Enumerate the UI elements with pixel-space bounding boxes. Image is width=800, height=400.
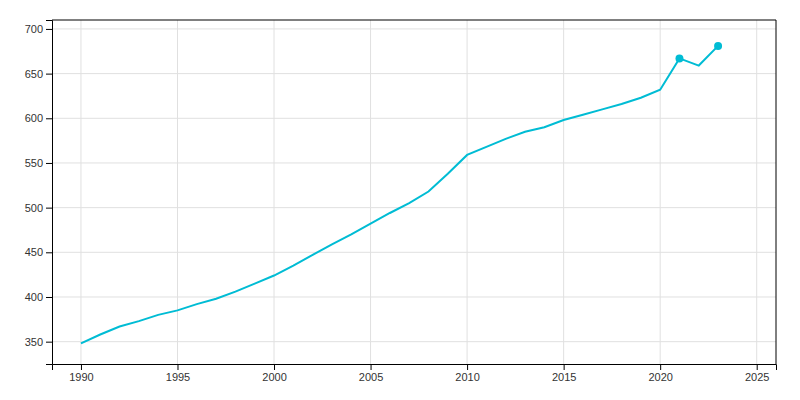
x-tick-mark [274,364,275,370]
y-tick-label: 400 [25,291,43,303]
line [81,46,718,344]
y-axis: 350 400 450 500 550 600 650 700 [25,21,53,365]
y-tick-mark [46,163,52,164]
x-tick-label: 1995 [166,371,190,383]
grid-line-x [660,20,661,364]
y-tick: 350 [25,336,52,348]
x-axis: 1990 1995 2000 2005 2010 2015 2020 2025 [53,364,777,383]
grid-line-y [52,118,776,119]
x-tick-mark [177,364,178,370]
x-tick-mark [467,364,468,370]
y-tick: 400 [25,291,52,303]
y-tick-mark [46,118,52,119]
frame-right [776,20,777,364]
x-tick-label: 2025 [745,371,769,383]
x-tick: 2000 [262,364,286,383]
frame-top [52,20,776,21]
y-tick-mark [46,74,52,75]
y-tick-label: 550 [25,157,43,169]
y-tick-label: 350 [25,336,43,348]
y-tick-mark [46,252,52,253]
grid-line-x [274,20,275,364]
marks [81,42,722,344]
y-tick-mark [46,342,52,343]
x-tick-label: 2015 [552,371,576,383]
y-tick: 600 [25,112,52,124]
grid-line-x [80,20,81,364]
y-tick-mark [46,208,52,209]
grid [52,20,776,364]
grid-line-y [52,73,776,74]
grid-line-x [563,20,564,364]
x-tick: 2020 [648,364,672,383]
x-tick-label: 2005 [359,371,383,383]
grid-line-y [52,162,776,163]
grid-line-y [52,207,776,208]
grid-line-y [52,252,776,253]
grid-line-x [370,20,371,364]
x-tick-mark [371,364,372,370]
y-tick: 450 [25,246,52,258]
y-tick-label: 600 [25,112,43,124]
x-tick: 2025 [745,364,769,383]
y-tick-mark [46,29,52,30]
x-tick: 1990 [69,364,93,383]
grid-line-x [467,20,468,364]
y-tick: 650 [25,68,52,80]
grid-line-x [177,20,178,364]
x-tick-mark [564,364,565,370]
x-tick: 2005 [359,364,383,383]
y-tick: 550 [25,157,52,169]
y-tick-label: 450 [25,246,43,258]
x-tick-label: 2020 [648,371,672,383]
grid-line-y [52,341,776,342]
marker [714,42,722,50]
x-tick: 1995 [166,364,190,383]
y-tick-label: 700 [25,23,43,35]
grid-line-y [52,296,776,297]
x-axis-line [53,365,777,371]
chart: 1990 1995 2000 2005 2010 2015 2020 2025 350 400 45… [0,0,800,400]
y-tick-mark [46,297,52,298]
x-tick: 2015 [552,364,576,383]
y-axis-line [46,21,53,365]
marker [675,54,683,62]
y-tick: 700 [25,23,52,35]
x-tick-mark [757,364,758,370]
x-tick-label: 2010 [455,371,479,383]
x-tick-mark [81,364,82,370]
x-tick-mark [660,364,661,370]
grid-line-x [756,20,757,364]
grid-line-y [52,28,776,29]
y-tick: 500 [25,202,52,214]
x-tick: 2010 [455,364,479,383]
y-tick-label: 650 [25,68,43,80]
y-tick-label: 500 [25,202,43,214]
x-tick-label: 2000 [262,371,286,383]
plot-area: 1990 1995 2000 2005 2010 2015 2020 2025 350 400 45… [25,20,777,383]
x-tick-label: 1990 [69,371,93,383]
